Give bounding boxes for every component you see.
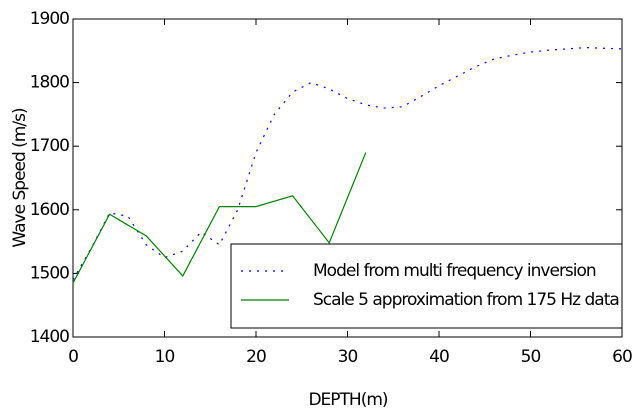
x-tick-label: 20: [246, 347, 266, 367]
x-tick-label: 10: [155, 347, 175, 367]
x-tick-label: 30: [338, 347, 358, 367]
legend-label: Scale 5 approximation from 175 Hz data: [313, 290, 619, 310]
y-tick-label: 1800: [30, 73, 69, 93]
y-tick-label: 1500: [30, 263, 69, 283]
y-tick-label: 1900: [30, 9, 69, 29]
y-axis-label: Wave Speed (m/s): [10, 108, 30, 248]
legend-box: [230, 243, 623, 329]
y-tick-label: 1400: [30, 327, 69, 347]
x-tick-label: 60: [612, 347, 632, 367]
x-axis-label: DEPTH(m): [308, 390, 387, 410]
y-tick-label: 1700: [30, 136, 69, 156]
series-line: [72, 152, 367, 284]
x-tick-label: 50: [521, 347, 541, 367]
y-tick-label: 1600: [30, 200, 69, 220]
x-tick-label: 0: [68, 347, 78, 367]
legend-label: Model from multi frequency inversion: [313, 261, 596, 281]
x-tick-label: 40: [429, 347, 449, 367]
